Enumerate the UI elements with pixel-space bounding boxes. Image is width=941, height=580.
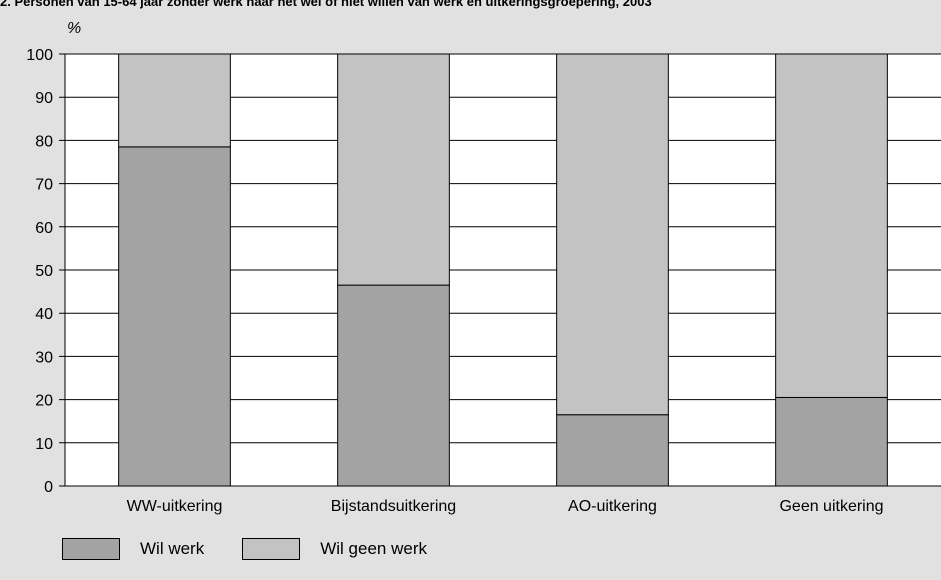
- legend: Wil werk Wil geen werk: [62, 538, 465, 560]
- y-tick-label-90: 90: [35, 90, 53, 107]
- y-tick-label-80: 80: [35, 133, 53, 150]
- bar-bijstandsuitkering-wil-werk: [337, 284, 450, 487]
- y-tick-label-60: 60: [35, 220, 53, 237]
- y-tick-label-0: 0: [44, 479, 53, 496]
- y-tick-label-70: 70: [35, 177, 53, 194]
- legend-label-wil-werk: Wil werk: [140, 539, 205, 558]
- bar-geen-uitkering-wil-geen-werk: [775, 53, 888, 398]
- x-tick-label-0: WW-uitkering: [127, 498, 223, 515]
- y-tick-label-30: 30: [35, 349, 53, 366]
- legend-item-wil-werk: Wil werk: [62, 538, 204, 560]
- y-axis-label: %: [67, 20, 81, 37]
- bar-ao-uitkering-wil-geen-werk: [556, 53, 669, 416]
- y-tick-label-20: 20: [35, 393, 53, 410]
- x-tick-label-3: Geen uitkering: [779, 498, 883, 515]
- legend-swatch-wil-geen-werk: [242, 538, 301, 560]
- bar-geen-uitkering-wil-werk: [775, 396, 888, 487]
- bar-bijstandsuitkering-wil-geen-werk: [337, 53, 450, 286]
- bar-ww-uitkering-wil-geen-werk: [118, 53, 231, 148]
- chart-title: 2. Personen van 15-64 jaar zonder werk n…: [0, 0, 652, 9]
- x-tick-label-1: Bijstandsuitkering: [331, 498, 456, 515]
- legend-swatch-wil-werk: [62, 538, 120, 560]
- y-tick-label-10: 10: [35, 436, 53, 453]
- y-tick-label-50: 50: [35, 263, 53, 280]
- y-tick-label-40: 40: [35, 306, 53, 323]
- legend-item-wil-geen-werk: Wil geen werk: [242, 538, 427, 560]
- x-tick-label-2: AO-uitkering: [568, 498, 657, 515]
- bar-ww-uitkering-wil-werk: [118, 146, 231, 487]
- legend-label-wil-geen-werk: Wil geen werk: [320, 539, 427, 558]
- bar-ao-uitkering-wil-werk: [556, 414, 669, 487]
- y-tick-label-100: 100: [26, 47, 53, 64]
